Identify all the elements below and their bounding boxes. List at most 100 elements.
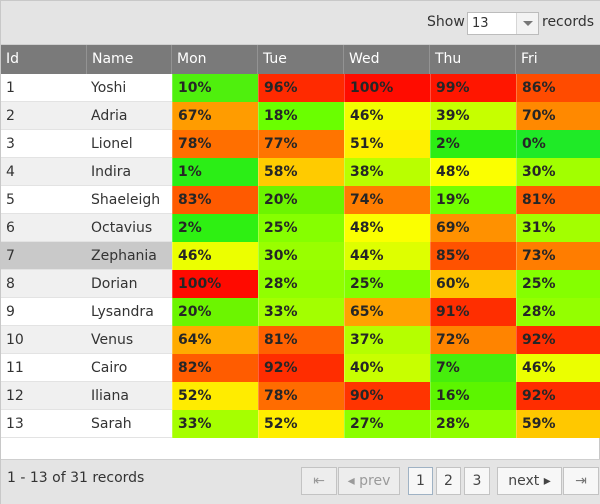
cell-tue: 28% [258, 270, 344, 298]
table-row[interactable]: 3 Lionel 78% 77% 51% 2% 0% [1, 130, 600, 158]
cell-wed: 25% [344, 270, 430, 298]
cell-fri: 0% [516, 130, 600, 158]
cell-mon: 2% [172, 214, 258, 242]
cell-wed: 40% [344, 354, 430, 382]
cell-mon: 46% [172, 242, 258, 270]
cell-id: 13 [6, 416, 24, 432]
cell-fri: 81% [516, 186, 600, 214]
table-row[interactable]: 5 Shaeleigh 83% 20% 74% 19% 81% [1, 186, 600, 214]
table-row[interactable]: 11 Cairo 82% 92% 40% 7% 46% [1, 354, 600, 382]
cell-thu: 48% [430, 158, 516, 186]
next-page-button[interactable]: next ▸ [497, 467, 562, 495]
cell-id: 1 [6, 80, 15, 96]
cell-fri: 70% [516, 102, 600, 130]
prev-page-button[interactable]: ◂ prev [338, 467, 400, 495]
cell-thu: 28% [430, 410, 516, 438]
cell-thu: 91% [430, 298, 516, 326]
cell-wed: 74% [344, 186, 430, 214]
first-page-icon: ⇤ [313, 473, 325, 489]
pager-info: 1 - 13 of 31 records [7, 470, 145, 486]
cell-mon: 100% [172, 270, 258, 298]
table-row[interactable]: 10 Venus 64% 81% 37% 72% 92% [1, 326, 600, 354]
cell-tue: 81% [258, 326, 344, 354]
column-header-id[interactable]: Id [1, 45, 87, 74]
cell-mon: 20% [172, 298, 258, 326]
cell-name: Cairo [91, 360, 128, 376]
table-row[interactable]: 6 Octavius 2% 25% 48% 69% 31% [1, 214, 600, 242]
cell-name: Venus [91, 332, 134, 348]
cell-thu: 69% [430, 214, 516, 242]
cell-id: 2 [6, 108, 15, 124]
cell-fri: 92% [516, 326, 600, 354]
cell-wed: 27% [344, 410, 430, 438]
cell-fri: 86% [516, 74, 600, 102]
cell-id: 8 [6, 276, 15, 292]
cell-id: 12 [6, 388, 24, 404]
cell-tue: 92% [258, 354, 344, 382]
cell-mon: 33% [172, 410, 258, 438]
cell-id: 7 [6, 248, 15, 264]
column-header-name[interactable]: Name [87, 45, 172, 74]
cell-mon: 1% [172, 158, 258, 186]
cell-mon: 10% [172, 74, 258, 102]
table-row[interactable]: 4 Indira 1% 58% 38% 48% 30% [1, 158, 600, 186]
page-3-button[interactable]: 3 [464, 467, 490, 495]
cell-name: Lionel [91, 136, 133, 152]
cell-wed: 38% [344, 158, 430, 186]
records-label: records [542, 14, 595, 30]
page-2-button[interactable]: 2 [436, 467, 461, 495]
cell-thu: 16% [430, 382, 516, 410]
grid-toolbar: Show 13 records [1, 1, 600, 45]
cell-name: Indira [91, 164, 132, 180]
cell-wed: 48% [344, 214, 430, 242]
page-1-button[interactable]: 1 [408, 467, 433, 495]
cell-wed: 46% [344, 102, 430, 130]
cell-name: Adria [91, 108, 128, 124]
cell-wed: 90% [344, 382, 430, 410]
cell-wed: 44% [344, 242, 430, 270]
column-header-thu[interactable]: Thu [430, 45, 516, 74]
cell-wed: 37% [344, 326, 430, 354]
page-size-value: 13 [472, 16, 489, 31]
chevron-down-icon[interactable] [516, 13, 538, 34]
cell-tue: 20% [258, 186, 344, 214]
table-row[interactable]: 2 Adria 67% 18% 46% 39% 70% [1, 102, 600, 130]
page-size-dropdown[interactable]: 13 [467, 12, 539, 35]
table-row[interactable]: 8 Dorian 100% 28% 25% 60% 25% [1, 270, 600, 298]
cell-wed: 100% [344, 74, 430, 102]
cell-tue: 96% [258, 74, 344, 102]
cell-id: 6 [6, 220, 15, 236]
column-header-mon[interactable]: Mon [172, 45, 258, 74]
cell-name: Shaeleigh [91, 192, 161, 208]
cell-tue: 58% [258, 158, 344, 186]
cell-tue: 52% [258, 410, 344, 438]
table-row[interactable]: 12 Iliana 52% 78% 90% 16% 92% [1, 382, 600, 410]
column-header-tue[interactable]: Tue [258, 45, 344, 74]
show-label: Show [427, 14, 465, 30]
cell-thu: 2% [430, 130, 516, 158]
cell-id: 10 [6, 332, 24, 348]
cell-tue: 18% [258, 102, 344, 130]
cell-id: 5 [6, 192, 15, 208]
cell-tue: 30% [258, 242, 344, 270]
cell-tue: 77% [258, 130, 344, 158]
table-header: Id Name Mon Tue Wed Thu Fri [1, 45, 600, 74]
table-row[interactable]: 9 Lysandra 20% 33% 65% 91% 28% [1, 298, 600, 326]
table-row[interactable]: 1 Yoshi 10% 96% 100% 99% 86% [1, 74, 600, 102]
first-page-button[interactable]: ⇤ [301, 467, 337, 495]
cell-fri: 31% [516, 214, 600, 242]
column-header-wed[interactable]: Wed [344, 45, 430, 74]
table-row[interactable]: 7 Zephania 46% 30% 44% 85% 73% [1, 242, 600, 270]
cell-name: Iliana [91, 388, 129, 404]
table-row[interactable]: 13 Sarah 33% 52% 27% 28% 59% [1, 410, 600, 438]
cell-name: Yoshi [91, 80, 127, 96]
cell-tue: 33% [258, 298, 344, 326]
cell-id: 11 [6, 360, 24, 376]
cell-mon: 83% [172, 186, 258, 214]
cell-name: Dorian [91, 276, 138, 292]
last-page-button[interactable]: ⇥ [563, 467, 599, 495]
cell-fri: 46% [516, 354, 600, 382]
cell-wed: 51% [344, 130, 430, 158]
column-header-fri[interactable]: Fri [521, 51, 538, 67]
